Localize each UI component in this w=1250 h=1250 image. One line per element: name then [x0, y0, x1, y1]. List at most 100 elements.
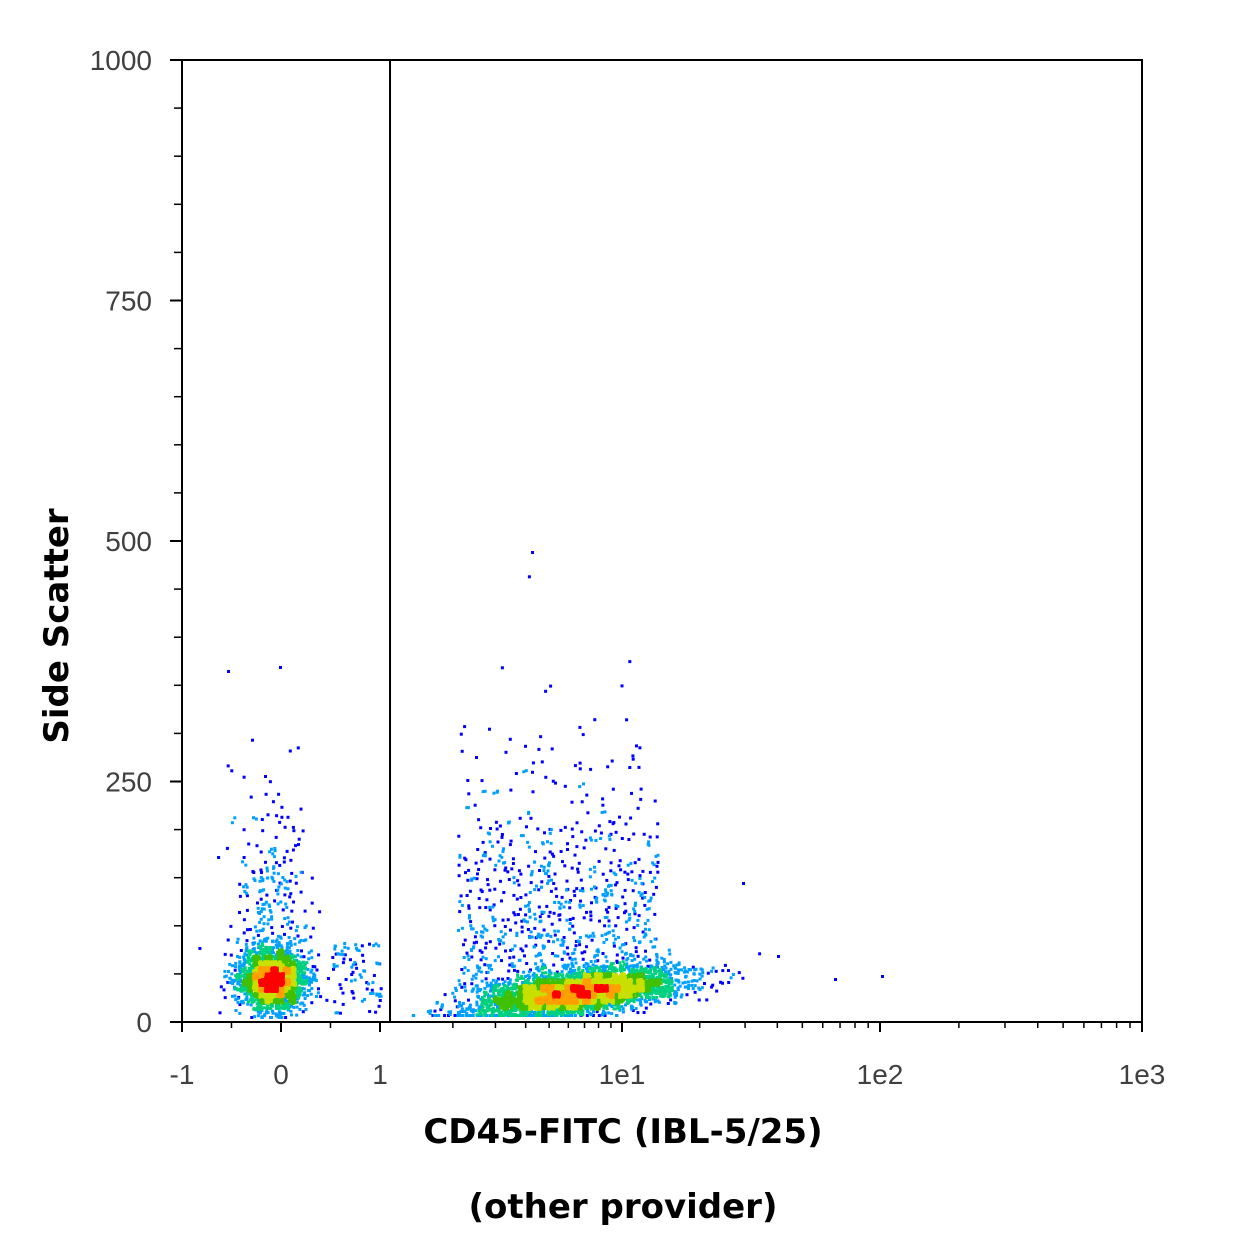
data-point: [338, 1011, 342, 1015]
data-point: [608, 1000, 612, 1004]
data-point: [644, 970, 647, 974]
data-point: [377, 944, 381, 948]
data-point: [691, 987, 695, 990]
data-point: [647, 907, 651, 911]
data-point: [291, 966, 295, 969]
data-point: [597, 859, 601, 863]
data-point: [293, 942, 297, 946]
data-point: [242, 987, 246, 991]
data-point: [264, 946, 268, 950]
data-point: [282, 860, 286, 864]
data-point: [295, 1005, 299, 1009]
data-point: [374, 1010, 378, 1014]
data-point: [639, 1001, 643, 1004]
data-point: [307, 977, 311, 981]
data-point: [512, 881, 516, 885]
data-point: [639, 787, 643, 791]
data-point: [520, 1008, 524, 1011]
data-point: [584, 838, 588, 842]
data-point: [662, 960, 666, 964]
data-point: [595, 976, 599, 980]
data-point: [532, 1012, 536, 1016]
data-point: [299, 955, 303, 959]
data-point: [443, 1014, 447, 1017]
data-point: [299, 890, 303, 894]
data-point: [367, 982, 370, 986]
data-point: [548, 910, 552, 914]
data-point: [435, 1014, 439, 1017]
data-point: [496, 789, 499, 793]
data-point: [288, 994, 292, 998]
data-point: [489, 987, 493, 991]
data-point: [352, 996, 356, 1000]
data-point: [561, 982, 565, 986]
data-point: [620, 1005, 624, 1009]
data-point: [562, 905, 566, 909]
data-point: [540, 880, 544, 884]
data-point: [575, 978, 579, 982]
data-point: [498, 1003, 502, 1007]
data-point: [546, 933, 550, 937]
data-point: [552, 1007, 556, 1011]
data-point: [565, 1010, 569, 1014]
data-point: [516, 973, 519, 977]
data-point: [249, 998, 252, 1002]
data-point: [633, 912, 637, 916]
data-point: [527, 907, 531, 911]
data-point: [536, 968, 540, 972]
data-point: [660, 992, 664, 996]
data-point: [680, 968, 683, 972]
data-point: [621, 972, 625, 976]
data-point: [506, 870, 510, 874]
data-point: [267, 1001, 270, 1005]
data-point: [411, 1014, 415, 1017]
data-point: [266, 922, 270, 926]
data-point: [498, 999, 502, 1003]
data-point: [495, 979, 499, 983]
data-point: [649, 980, 653, 984]
data-point: [294, 881, 298, 885]
data-point: [484, 990, 488, 994]
data-point: [668, 989, 672, 993]
data-point: [652, 986, 656, 990]
data-point: [604, 847, 608, 851]
data-point: [563, 825, 567, 829]
data-point: [468, 914, 471, 918]
data-point: [300, 973, 304, 977]
data-point: [451, 991, 455, 995]
data-point: [453, 995, 457, 999]
data-point: [687, 984, 691, 987]
data-point: [429, 1009, 433, 1013]
data-point: [247, 966, 251, 970]
data-point: [533, 888, 537, 892]
data-point: [546, 1006, 550, 1010]
data-point: [284, 963, 288, 967]
data-point: [647, 840, 651, 844]
data-point: [605, 1007, 609, 1011]
data-point: [488, 857, 492, 861]
data-point: [312, 972, 316, 976]
data-point: [644, 980, 648, 983]
data-point: [520, 930, 524, 934]
data-point: [611, 967, 615, 971]
data-point: [520, 925, 524, 929]
data-point: [522, 918, 526, 922]
data-point: [603, 899, 607, 903]
data-point: [497, 1008, 501, 1012]
data-point: [565, 946, 569, 950]
data-point: [549, 1012, 552, 1015]
data-point: [690, 983, 694, 987]
data-point: [233, 816, 237, 820]
data-point: [636, 954, 640, 958]
data-point: [260, 889, 264, 893]
data-point: [480, 779, 484, 783]
data-point: [289, 991, 293, 995]
data-point: [630, 870, 634, 874]
data-point: [548, 831, 552, 835]
data-point: [521, 949, 525, 953]
data-point: [542, 910, 546, 914]
data-point: [217, 856, 221, 859]
data-point: [640, 982, 644, 986]
data-point: [547, 864, 551, 868]
data-point: [621, 960, 625, 964]
